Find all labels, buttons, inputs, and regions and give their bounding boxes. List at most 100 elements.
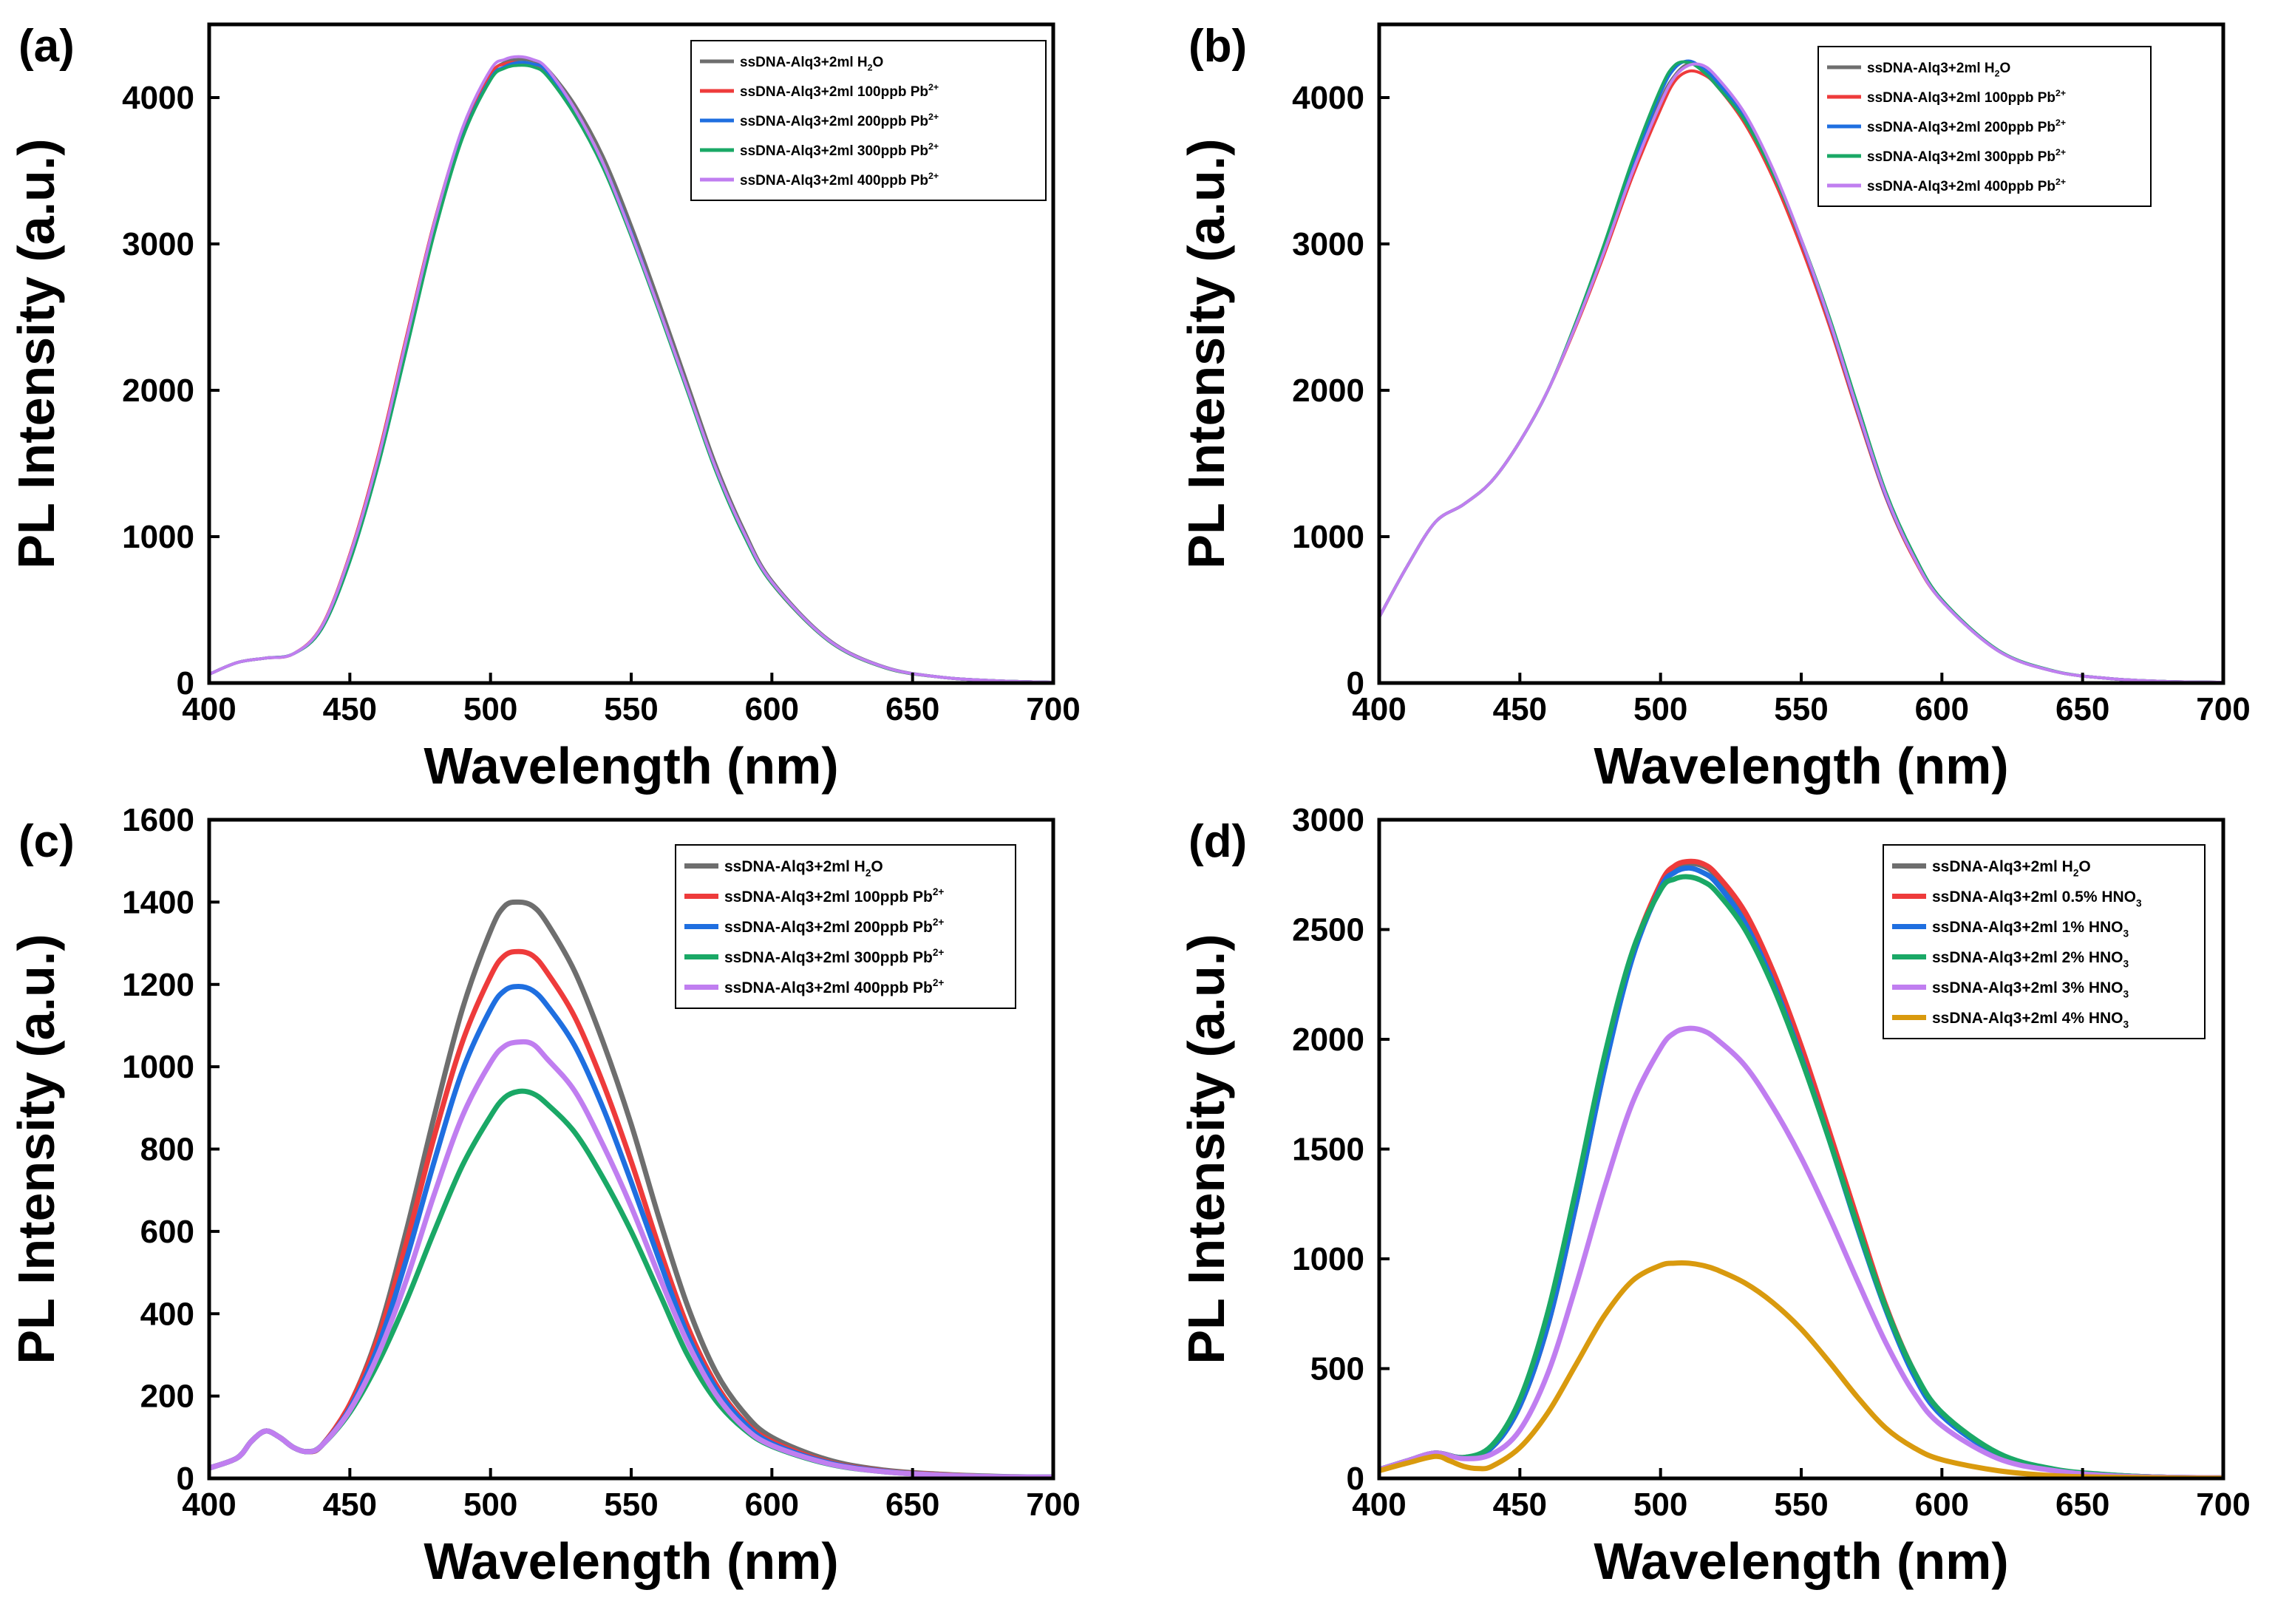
x-tick-label: 450 xyxy=(1493,691,1547,727)
legend-entry: ssDNA-Alq3+2ml 100ppb Pb2+ xyxy=(740,82,939,100)
panel-c: 400 450 500 550 600 650 700 0 200 400 600 800 1000 12… xyxy=(7,802,1081,1590)
x-tick-label: 450 xyxy=(323,691,377,727)
legend: ssDNA-Alq3+2ml H2O ssDNA-Alq3+2ml 100ppb … xyxy=(1817,46,2152,207)
panel-label: (c) xyxy=(18,816,75,867)
legend: ssDNA-Alq3+2ml H2O ssDNA-Alq3+2ml 0.5% HN… xyxy=(1883,844,2206,1039)
x-tick-label: 500 xyxy=(1633,691,1687,727)
x-axis-label: Wavelength (nm) xyxy=(424,1532,838,1590)
x-tick-label: 500 xyxy=(463,691,517,727)
x-tick-label: 450 xyxy=(1493,1487,1547,1523)
y-tick-label: 800 xyxy=(140,1132,194,1168)
x-tick-label: 550 xyxy=(604,1487,658,1523)
x-tick-label: 650 xyxy=(885,691,939,727)
x-tick-label: 650 xyxy=(2055,1487,2109,1523)
legend-box xyxy=(1883,844,2206,1039)
x-tick-label: 550 xyxy=(604,691,658,727)
legend-entry: ssDNA-Alq3+2ml H2O xyxy=(740,55,883,73)
x-tick-label: 700 xyxy=(1026,1487,1080,1523)
y-tick-label: 2000 xyxy=(122,373,194,409)
y-tick-label: 1000 xyxy=(122,1049,194,1085)
x-tick-label: 550 xyxy=(1774,691,1828,727)
y-tick-label: 200 xyxy=(140,1379,194,1415)
y-tick-label: 2000 xyxy=(1292,1022,1364,1058)
series-line-5 xyxy=(209,55,1053,683)
x-tick-label: 600 xyxy=(1915,1487,1969,1523)
legend-entry: ssDNA-Alq3+2ml 200ppb Pb2+ xyxy=(1867,118,2066,135)
panel-d: 400 450 500 550 600 650 700 0 500 1000 1500 2000 250… xyxy=(1177,802,2251,1590)
series-line-5 xyxy=(1379,1025,2223,1478)
y-axis-label: PL Intensity (a.u.) xyxy=(7,138,65,568)
x-tick-label: 700 xyxy=(2196,1487,2250,1523)
series-line-4 xyxy=(1379,874,2223,1478)
y-tick-label: 2500 xyxy=(1292,912,1364,948)
legend-entry: ssDNA-Alq3+2ml 400ppb Pb2+ xyxy=(740,171,939,188)
panel-a: 400 450 500 550 600 650 700 0 1000 2000 3000 4000 Wa… xyxy=(7,21,1081,795)
legend-entry: ssDNA-Alq3+2ml 3% HNO3 xyxy=(1932,979,2129,999)
legend-entry: ssDNA-Alq3+2ml 200ppb Pb2+ xyxy=(740,112,939,129)
y-tick-label: 2000 xyxy=(1292,373,1364,409)
x-axis-label: Wavelength (nm) xyxy=(424,737,838,795)
x-tick-label: 500 xyxy=(463,1487,517,1523)
x-tick-label: 700 xyxy=(2196,691,2250,727)
x-tick-label: 400 xyxy=(182,691,236,727)
y-tick-label: 1500 xyxy=(1292,1132,1364,1168)
panel-label: (a) xyxy=(18,21,75,72)
y-tick-label: 4000 xyxy=(1292,80,1364,116)
y-tick-label: 0 xyxy=(1347,665,1364,701)
panel-b: 400 450 500 550 600 650 700 0 1000 2000 3000 4000 Wa… xyxy=(1177,21,2251,795)
series-line-5 xyxy=(1379,62,2223,683)
y-tick-label: 0 xyxy=(1347,1461,1364,1497)
x-tick-label: 400 xyxy=(1352,1487,1406,1523)
y-axis-label: PL Intensity (a.u.) xyxy=(1177,934,1235,1364)
series-group xyxy=(209,899,1053,1478)
y-tick-label: 3000 xyxy=(1292,802,1364,838)
y-tick-label: 0 xyxy=(177,1461,194,1497)
y-tick-label: 0 xyxy=(177,665,194,701)
legend-entry: ssDNA-Alq3+2ml 100ppb Pb2+ xyxy=(1867,88,2066,106)
legend-box xyxy=(1817,46,2152,207)
legend-box xyxy=(690,40,1047,201)
y-tick-label: 1600 xyxy=(122,802,194,838)
panel-label: (b) xyxy=(1188,21,1247,72)
y-tick-label: 1400 xyxy=(122,884,194,920)
x-tick-label: 500 xyxy=(1633,1487,1687,1523)
legend-entry: ssDNA-Alq3+2ml 400ppb Pb2+ xyxy=(724,977,944,996)
x-tick-label: 550 xyxy=(1774,1487,1828,1523)
legend-entry: ssDNA-Alq3+2ml 400ppb Pb2+ xyxy=(1867,177,2066,194)
series-group xyxy=(209,55,1053,683)
x-tick-label: 700 xyxy=(1026,691,1080,727)
y-tick-label: 1000 xyxy=(1292,1241,1364,1277)
y-tick-label: 500 xyxy=(1310,1351,1364,1387)
x-tick-label: 600 xyxy=(745,1487,799,1523)
legend-entry: ssDNA-Alq3+2ml 300ppb Pb2+ xyxy=(740,141,939,159)
y-tick-label: 1000 xyxy=(1292,519,1364,555)
y-tick-label: 3000 xyxy=(122,226,194,262)
series-line-5 xyxy=(209,1039,1053,1478)
x-axis-label: Wavelength (nm) xyxy=(1594,1532,2008,1590)
x-tick-label: 650 xyxy=(885,1487,939,1523)
y-tick-label: 600 xyxy=(140,1214,194,1250)
series-line-4 xyxy=(209,1088,1053,1478)
legend-entry: ssDNA-Alq3+2ml H2O xyxy=(1932,858,2091,878)
legend-box xyxy=(675,844,1016,1009)
legend-entry: ssDNA-Alq3+2ml 200ppb Pb2+ xyxy=(724,917,944,936)
legend-entry: ssDNA-Alq3+2ml H2O xyxy=(724,858,883,878)
x-tick-label: 400 xyxy=(182,1487,236,1523)
legend: ssDNA-Alq3+2ml H2O ssDNA-Alq3+2ml 100ppb … xyxy=(690,40,1047,201)
series-line-2 xyxy=(209,948,1053,1478)
legend-entry: ssDNA-Alq3+2ml H2O xyxy=(1867,61,2010,79)
legend-entry: ssDNA-Alq3+2ml 300ppb Pb2+ xyxy=(1867,147,2066,165)
series-line-6 xyxy=(1379,1260,2223,1478)
legend-entry: ssDNA-Alq3+2ml 1% HNO3 xyxy=(1932,919,2129,939)
y-tick-label: 400 xyxy=(140,1296,194,1332)
y-tick-label: 1200 xyxy=(122,967,194,1003)
x-axis-label: Wavelength (nm) xyxy=(1594,737,2008,795)
y-axis-label: PL Intensity (a.u.) xyxy=(7,934,65,1364)
x-tick-label: 450 xyxy=(323,1487,377,1523)
x-tick-label: 600 xyxy=(1915,691,1969,727)
y-tick-label: 1000 xyxy=(122,519,194,555)
x-tick-label: 400 xyxy=(1352,691,1406,727)
legend-entry: ssDNA-Alq3+2ml 0.5% HNO3 xyxy=(1932,889,2142,908)
series-group xyxy=(1379,858,2223,1478)
